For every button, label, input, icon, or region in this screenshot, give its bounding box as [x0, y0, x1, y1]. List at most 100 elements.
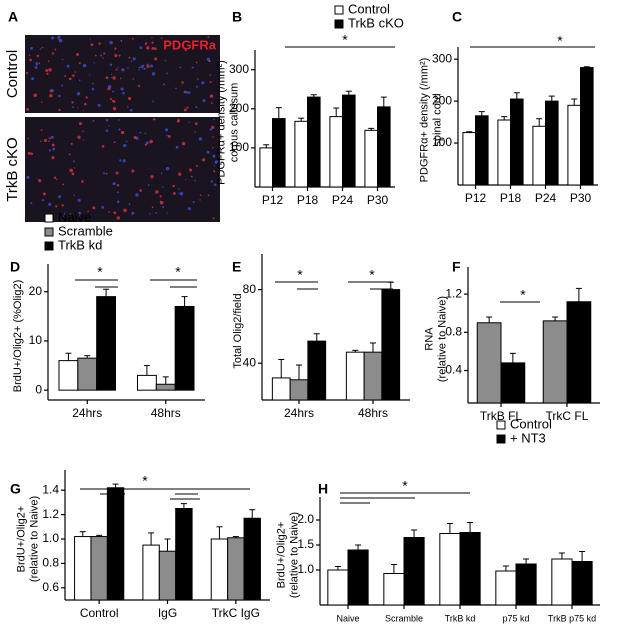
bar [77, 357, 98, 391]
cell [151, 72, 156, 76]
y-tick-label: 1.0 [42, 531, 59, 545]
x-tick-label: P30 [570, 191, 592, 205]
cell [31, 77, 35, 81]
bar [571, 561, 593, 606]
x-tick-label: p75 kd [502, 613, 529, 623]
cell [143, 67, 146, 71]
bar [327, 569, 349, 606]
cell [38, 62, 41, 65]
cell [110, 73, 113, 76]
cell [173, 191, 176, 195]
cell [28, 54, 31, 56]
y-axis-label: PDGFRα+ density (/mm²) [215, 60, 227, 185]
bar [259, 147, 273, 188]
cell [167, 134, 171, 138]
significance-star: * [97, 264, 103, 280]
cell [100, 54, 103, 57]
cell [81, 180, 84, 183]
cell [142, 64, 145, 67]
cell [48, 137, 51, 140]
cell [127, 96, 132, 101]
cell [130, 60, 133, 63]
bar [158, 550, 177, 601]
cell [58, 195, 62, 199]
cell [113, 141, 116, 144]
panel-letter: E [232, 259, 241, 275]
cell [139, 189, 143, 192]
cell [48, 140, 50, 142]
row-label: Control [4, 50, 21, 98]
x-tick-label: P24 [535, 191, 557, 205]
cell [68, 153, 71, 156]
cell [25, 71, 29, 75]
cell [144, 132, 146, 135]
cell [178, 172, 182, 176]
cell [175, 145, 179, 149]
bar [90, 536, 108, 601]
bar [342, 94, 356, 188]
cell [175, 87, 177, 90]
cell [51, 156, 55, 160]
cell [52, 147, 56, 151]
cell [58, 108, 61, 112]
cell [61, 58, 64, 61]
bar [475, 115, 489, 186]
cell [48, 149, 52, 152]
cell [195, 106, 198, 109]
cell [162, 206, 165, 209]
cell [43, 138, 48, 143]
cell [84, 102, 87, 106]
cell [115, 68, 118, 71]
cell [145, 141, 149, 145]
panel-letter: C [452, 9, 462, 25]
cell [166, 134, 168, 136]
bar [142, 544, 160, 601]
bar [459, 532, 481, 606]
significance-star: * [402, 478, 408, 494]
cell [102, 57, 104, 59]
cell [79, 79, 81, 82]
bar [363, 351, 383, 401]
x-tick-label: P18 [297, 193, 319, 207]
bar [174, 305, 195, 391]
cell [112, 90, 115, 93]
cell [213, 165, 216, 167]
cell [27, 137, 30, 140]
cell [75, 53, 79, 57]
x-tick-label: 24hrs [72, 406, 102, 420]
cell [116, 200, 120, 204]
y-tick-label: 1.4 [42, 482, 59, 496]
cell [146, 64, 150, 68]
significance-star: * [142, 473, 148, 489]
bar [567, 104, 582, 186]
cell [211, 125, 215, 129]
bar [58, 360, 79, 391]
legend-label: TrkB kd [58, 237, 102, 252]
cell [118, 128, 121, 131]
cell [119, 77, 122, 80]
cell [149, 139, 153, 144]
bar [476, 322, 502, 404]
cell [144, 43, 147, 46]
x-tick-label: TrkC IgG [212, 606, 260, 620]
cell [105, 76, 109, 80]
cell [206, 57, 210, 62]
bar [347, 549, 369, 606]
x-tick-label: TrkB FL [480, 409, 523, 423]
cell [54, 48, 57, 51]
cell [64, 212, 67, 215]
cell [78, 122, 82, 126]
legend-label: TrkB cKO [348, 15, 404, 30]
y-tick-label: 200 [432, 93, 452, 107]
cell [151, 41, 154, 44]
legend-swatch [496, 434, 506, 444]
cell [212, 154, 216, 158]
cell [160, 37, 163, 39]
cell [209, 128, 213, 131]
cell [127, 106, 129, 108]
bar [345, 351, 365, 401]
cell [48, 202, 52, 206]
legend-swatch [44, 241, 54, 251]
cell [112, 182, 116, 186]
cell [115, 171, 119, 175]
